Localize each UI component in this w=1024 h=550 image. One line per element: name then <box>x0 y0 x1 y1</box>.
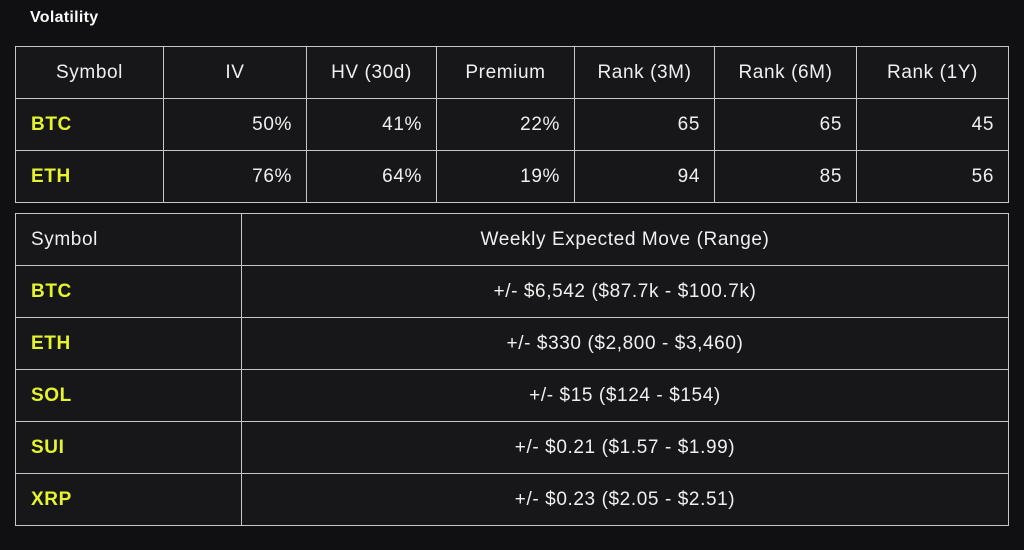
col-header-rank-6m: Rank (6M) <box>714 46 857 99</box>
iv-cell: 50% <box>163 98 307 151</box>
rank-3m-cell: 65 <box>574 98 715 151</box>
volatility-row-btc: BTC 50% 41% 22% 65 65 45 <box>15 98 1009 151</box>
expected-move-table: Symbol Weekly Expected Move (Range) BTC … <box>15 213 1009 526</box>
rank-6m-cell: 65 <box>714 98 857 151</box>
move-range-cell: +/- $15 ($124 - $154) <box>241 369 1009 422</box>
symbol-cell: XRP <box>15 473 242 526</box>
expected-move-row-btc: BTC +/- $6,542 ($87.7k - $100.7k) <box>15 265 1009 318</box>
rank-6m-cell: 85 <box>714 150 857 203</box>
col-header-weekly-expected-move: Weekly Expected Move (Range) <box>241 213 1009 266</box>
col-header-symbol: Symbol <box>15 213 242 266</box>
expected-move-row-eth: ETH +/- $330 ($2,800 - $3,460) <box>15 317 1009 370</box>
hv-cell: 64% <box>306 150 437 203</box>
move-range-cell: +/- $0.21 ($1.57 - $1.99) <box>241 421 1009 474</box>
volatility-header-row: Symbol IV HV (30d) Premium Rank (3M) Ran… <box>15 46 1009 99</box>
col-header-rank-1y: Rank (1Y) <box>856 46 1009 99</box>
premium-cell: 22% <box>436 98 575 151</box>
col-header-symbol: Symbol <box>15 46 164 99</box>
rank-3m-cell: 94 <box>574 150 715 203</box>
expected-move-row-xrp: XRP +/- $0.23 ($2.05 - $2.51) <box>15 473 1009 526</box>
col-header-rank-3m: Rank (3M) <box>574 46 715 99</box>
move-range-cell: +/- $6,542 ($87.7k - $100.7k) <box>241 265 1009 318</box>
expected-move-row-sol: SOL +/- $15 ($124 - $154) <box>15 369 1009 422</box>
symbol-cell: BTC <box>15 98 164 151</box>
expected-move-header-row: Symbol Weekly Expected Move (Range) <box>15 213 1009 266</box>
col-header-hv-30d: HV (30d) <box>306 46 437 99</box>
col-header-iv: IV <box>163 46 307 99</box>
move-range-cell: +/- $330 ($2,800 - $3,460) <box>241 317 1009 370</box>
rank-1y-cell: 45 <box>856 98 1009 151</box>
expected-move-row-sui: SUI +/- $0.21 ($1.57 - $1.99) <box>15 421 1009 474</box>
iv-cell: 76% <box>163 150 307 203</box>
symbol-cell: SOL <box>15 369 242 422</box>
symbol-cell: SUI <box>15 421 242 474</box>
premium-cell: 19% <box>436 150 575 203</box>
symbol-cell: BTC <box>15 265 242 318</box>
rank-1y-cell: 56 <box>856 150 1009 203</box>
move-range-cell: +/- $0.23 ($2.05 - $2.51) <box>241 473 1009 526</box>
volatility-row-eth: ETH 76% 64% 19% 94 85 56 <box>15 150 1009 203</box>
symbol-cell: ETH <box>15 150 164 203</box>
col-header-premium: Premium <box>436 46 575 99</box>
hv-cell: 41% <box>306 98 437 151</box>
symbol-cell: ETH <box>15 317 242 370</box>
page-title: Volatility <box>30 9 99 26</box>
volatility-table: Symbol IV HV (30d) Premium Rank (3M) Ran… <box>15 46 1009 203</box>
